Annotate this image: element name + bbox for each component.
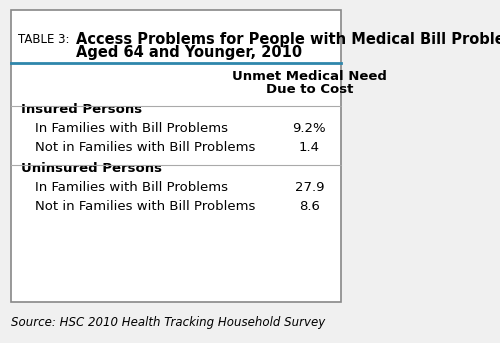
Text: 9.2%: 9.2% (292, 122, 326, 135)
Text: Unmet Medical Need: Unmet Medical Need (232, 70, 386, 83)
Text: Access Problems for People with Medical Bill Problems: Access Problems for People with Medical … (76, 32, 500, 47)
Text: Insured Persons: Insured Persons (21, 103, 142, 116)
Text: Source: HSC 2010 Health Tracking Household Survey: Source: HSC 2010 Health Tracking Househo… (10, 316, 325, 329)
Text: 8.6: 8.6 (299, 200, 320, 213)
Text: Uninsured Persons: Uninsured Persons (21, 162, 162, 175)
Text: Not in Families with Bill Problems: Not in Families with Bill Problems (35, 141, 256, 154)
Text: Due to Cost: Due to Cost (266, 83, 353, 96)
Text: In Families with Bill Problems: In Families with Bill Problems (35, 181, 228, 194)
Text: 1.4: 1.4 (299, 141, 320, 154)
FancyBboxPatch shape (10, 10, 341, 302)
Text: 27.9: 27.9 (294, 181, 324, 194)
Text: Aged 64 and Younger, 2010: Aged 64 and Younger, 2010 (76, 45, 302, 60)
Text: TABLE 3:: TABLE 3: (18, 33, 69, 46)
Text: Not in Families with Bill Problems: Not in Families with Bill Problems (35, 200, 256, 213)
Text: In Families with Bill Problems: In Families with Bill Problems (35, 122, 228, 135)
